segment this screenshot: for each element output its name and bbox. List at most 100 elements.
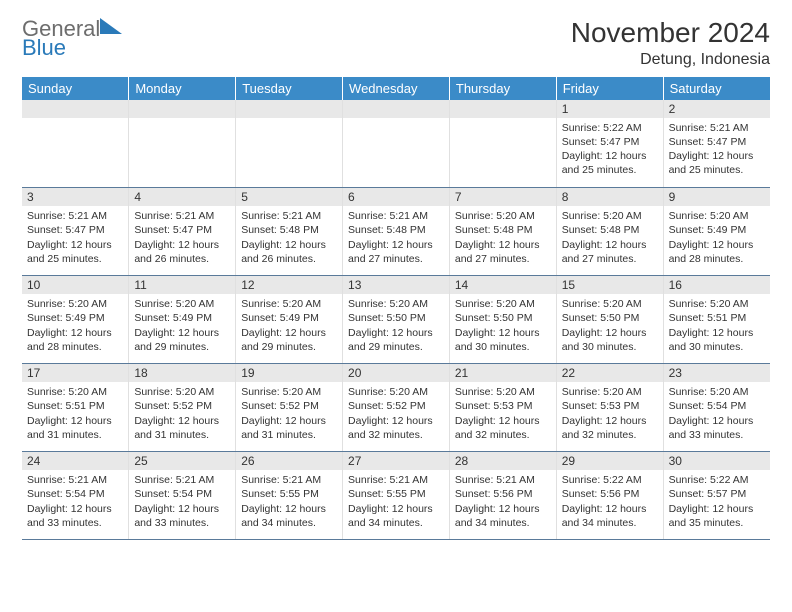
day-number: 12 <box>236 276 342 294</box>
day-cell: 20Sunrise: 5:20 AMSunset: 5:52 PMDayligh… <box>343 364 450 452</box>
daylight-text: and 33 minutes. <box>27 516 123 530</box>
day-cell: 1Sunrise: 5:22 AMSunset: 5:47 PMDaylight… <box>556 100 663 188</box>
sunrise-text: Sunrise: 5:20 AM <box>348 385 444 399</box>
sunrise-text: Sunrise: 5:21 AM <box>348 473 444 487</box>
daylight-text: Daylight: 12 hours <box>455 502 551 516</box>
sunset-text: Sunset: 5:50 PM <box>562 311 658 325</box>
sunset-text: Sunset: 5:50 PM <box>348 311 444 325</box>
day-details: Sunrise: 5:20 AMSunset: 5:53 PMDaylight:… <box>557 382 663 445</box>
sunset-text: Sunset: 5:48 PM <box>348 223 444 237</box>
sunrise-text: Sunrise: 5:20 AM <box>241 297 337 311</box>
daylight-text: and 31 minutes. <box>27 428 123 442</box>
day-cell: 23Sunrise: 5:20 AMSunset: 5:54 PMDayligh… <box>663 364 770 452</box>
logo-text-block: General Blue <box>22 18 122 59</box>
day-cell: 17Sunrise: 5:20 AMSunset: 5:51 PMDayligh… <box>22 364 129 452</box>
day-details: Sunrise: 5:22 AMSunset: 5:47 PMDaylight:… <box>557 118 663 181</box>
daylight-text: and 34 minutes. <box>562 516 658 530</box>
day-details: Sunrise: 5:20 AMSunset: 5:48 PMDaylight:… <box>450 206 556 269</box>
sunset-text: Sunset: 5:47 PM <box>27 223 123 237</box>
daylight-text: Daylight: 12 hours <box>669 502 765 516</box>
sunset-text: Sunset: 5:48 PM <box>562 223 658 237</box>
daylight-text: Daylight: 12 hours <box>348 502 444 516</box>
daylight-text: Daylight: 12 hours <box>27 414 123 428</box>
day-details: Sunrise: 5:20 AMSunset: 5:50 PMDaylight:… <box>343 294 449 357</box>
day-cell <box>22 100 129 188</box>
sunset-text: Sunset: 5:47 PM <box>669 135 765 149</box>
sunset-text: Sunset: 5:56 PM <box>455 487 551 501</box>
sunrise-text: Sunrise: 5:20 AM <box>241 385 337 399</box>
daylight-text: Daylight: 12 hours <box>562 414 658 428</box>
day-cell: 9Sunrise: 5:20 AMSunset: 5:49 PMDaylight… <box>663 188 770 276</box>
day-details: Sunrise: 5:20 AMSunset: 5:52 PMDaylight:… <box>236 382 342 445</box>
day-details: Sunrise: 5:20 AMSunset: 5:49 PMDaylight:… <box>129 294 235 357</box>
day-cell: 5Sunrise: 5:21 AMSunset: 5:48 PMDaylight… <box>236 188 343 276</box>
week-row: 24Sunrise: 5:21 AMSunset: 5:54 PMDayligh… <box>22 452 770 540</box>
day-cell: 15Sunrise: 5:20 AMSunset: 5:50 PMDayligh… <box>556 276 663 364</box>
sunset-text: Sunset: 5:55 PM <box>241 487 337 501</box>
daylight-text: and 28 minutes. <box>27 340 123 354</box>
sunrise-text: Sunrise: 5:22 AM <box>562 473 658 487</box>
sunrise-text: Sunrise: 5:20 AM <box>27 385 123 399</box>
day-details: Sunrise: 5:21 AMSunset: 5:54 PMDaylight:… <box>129 470 235 533</box>
daylight-text: Daylight: 12 hours <box>348 414 444 428</box>
sunset-text: Sunset: 5:51 PM <box>669 311 765 325</box>
day-cell: 26Sunrise: 5:21 AMSunset: 5:55 PMDayligh… <box>236 452 343 540</box>
weekday-header: Saturday <box>663 77 770 100</box>
day-cell <box>129 100 236 188</box>
sunrise-text: Sunrise: 5:22 AM <box>562 121 658 135</box>
day-details: Sunrise: 5:21 AMSunset: 5:48 PMDaylight:… <box>343 206 449 269</box>
daylight-text: Daylight: 12 hours <box>27 326 123 340</box>
sunrise-text: Sunrise: 5:22 AM <box>669 473 765 487</box>
daylight-text: and 25 minutes. <box>669 163 765 177</box>
day-details: Sunrise: 5:21 AMSunset: 5:47 PMDaylight:… <box>664 118 770 181</box>
sunrise-text: Sunrise: 5:20 AM <box>669 297 765 311</box>
daylight-text: Daylight: 12 hours <box>455 414 551 428</box>
sunset-text: Sunset: 5:48 PM <box>241 223 337 237</box>
day-number: 2 <box>664 100 770 118</box>
sunrise-text: Sunrise: 5:20 AM <box>562 385 658 399</box>
day-number: 5 <box>236 188 342 206</box>
day-cell: 27Sunrise: 5:21 AMSunset: 5:55 PMDayligh… <box>343 452 450 540</box>
day-number: 20 <box>343 364 449 382</box>
day-cell: 22Sunrise: 5:20 AMSunset: 5:53 PMDayligh… <box>556 364 663 452</box>
daylight-text: Daylight: 12 hours <box>562 502 658 516</box>
daylight-text: and 31 minutes. <box>134 428 230 442</box>
weekday-header: Sunday <box>22 77 129 100</box>
daylight-text: and 31 minutes. <box>241 428 337 442</box>
daylight-text: and 34 minutes. <box>241 516 337 530</box>
day-details: Sunrise: 5:20 AMSunset: 5:52 PMDaylight:… <box>129 382 235 445</box>
day-number-empty <box>343 100 449 118</box>
daylight-text: Daylight: 12 hours <box>455 326 551 340</box>
daylight-text: and 26 minutes. <box>134 252 230 266</box>
day-number: 13 <box>343 276 449 294</box>
day-cell: 11Sunrise: 5:20 AMSunset: 5:49 PMDayligh… <box>129 276 236 364</box>
day-details: Sunrise: 5:20 AMSunset: 5:52 PMDaylight:… <box>343 382 449 445</box>
sunset-text: Sunset: 5:53 PM <box>562 399 658 413</box>
daylight-text: and 26 minutes. <box>241 252 337 266</box>
daylight-text: Daylight: 12 hours <box>241 238 337 252</box>
day-details: Sunrise: 5:20 AMSunset: 5:49 PMDaylight:… <box>22 294 128 357</box>
sunset-text: Sunset: 5:47 PM <box>134 223 230 237</box>
sunrise-text: Sunrise: 5:21 AM <box>27 473 123 487</box>
day-number: 24 <box>22 452 128 470</box>
day-cell: 16Sunrise: 5:20 AMSunset: 5:51 PMDayligh… <box>663 276 770 364</box>
sunrise-text: Sunrise: 5:21 AM <box>455 473 551 487</box>
day-number: 8 <box>557 188 663 206</box>
sunset-text: Sunset: 5:53 PM <box>455 399 551 413</box>
daylight-text: Daylight: 12 hours <box>348 238 444 252</box>
sunset-text: Sunset: 5:49 PM <box>27 311 123 325</box>
daylight-text: Daylight: 12 hours <box>562 149 658 163</box>
day-number-empty <box>129 100 235 118</box>
daylight-text: Daylight: 12 hours <box>27 238 123 252</box>
day-number: 14 <box>450 276 556 294</box>
daylight-text: and 30 minutes. <box>562 340 658 354</box>
day-cell: 28Sunrise: 5:21 AMSunset: 5:56 PMDayligh… <box>449 452 556 540</box>
sunrise-text: Sunrise: 5:20 AM <box>669 209 765 223</box>
day-cell: 14Sunrise: 5:20 AMSunset: 5:50 PMDayligh… <box>449 276 556 364</box>
day-details: Sunrise: 5:21 AMSunset: 5:55 PMDaylight:… <box>343 470 449 533</box>
day-cell: 8Sunrise: 5:20 AMSunset: 5:48 PMDaylight… <box>556 188 663 276</box>
week-row: 3Sunrise: 5:21 AMSunset: 5:47 PMDaylight… <box>22 188 770 276</box>
week-row: 17Sunrise: 5:20 AMSunset: 5:51 PMDayligh… <box>22 364 770 452</box>
daylight-text: and 33 minutes. <box>669 428 765 442</box>
day-cell: 29Sunrise: 5:22 AMSunset: 5:56 PMDayligh… <box>556 452 663 540</box>
